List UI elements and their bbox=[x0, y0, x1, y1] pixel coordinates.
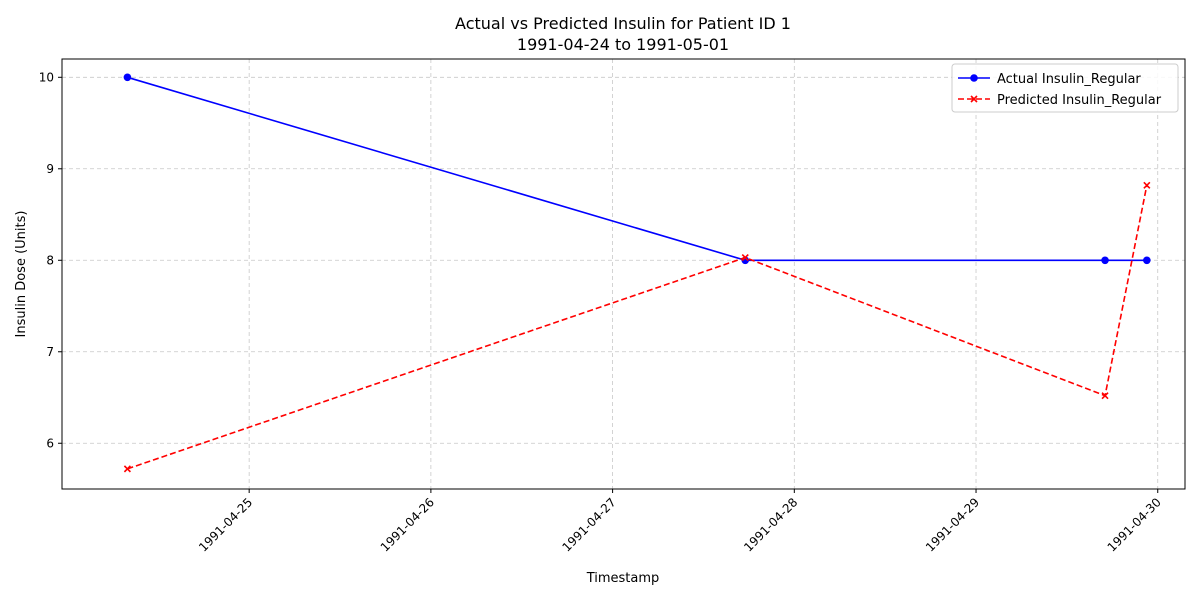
x-tick-label: 1991-04-29 bbox=[923, 495, 982, 554]
grid-layer bbox=[62, 59, 1185, 489]
legend-box bbox=[951, 63, 1179, 113]
x-tick-label: 1991-04-27 bbox=[559, 495, 618, 554]
x-tick-label: 1991-04-26 bbox=[378, 495, 437, 554]
actual-series-line bbox=[127, 76, 1147, 262]
chart-subtitle: 1991-04-24 to 1991-05-01 bbox=[517, 35, 729, 54]
legend-label-actual: Actual Insulin_Regular bbox=[997, 72, 1141, 87]
predicted-data-point bbox=[1101, 392, 1109, 400]
series-layer bbox=[123, 73, 1151, 473]
y-tick-label: 7 bbox=[46, 345, 54, 359]
y-axis-label: Insulin Dose (Units) bbox=[14, 211, 29, 338]
y-tick-label: 9 bbox=[46, 162, 54, 176]
legend-marker-actual bbox=[970, 74, 978, 82]
x-axis-label: Timestamp bbox=[586, 571, 660, 586]
x-tick-label: 1991-04-25 bbox=[196, 495, 255, 554]
actual-data-point bbox=[1143, 256, 1151, 265]
predicted-data-point bbox=[123, 465, 131, 473]
legend: Actual Insulin_Regular Predicted Insulin_… bbox=[951, 63, 1179, 113]
x-tick-label: 1991-04-30 bbox=[1105, 495, 1164, 554]
actual-data-point bbox=[1101, 256, 1109, 265]
legend-marker-predicted bbox=[970, 95, 978, 103]
plot-area-frame bbox=[61, 58, 1186, 490]
x-tick-label: 1991-04-28 bbox=[741, 495, 800, 554]
chart-title: Actual vs Predicted Insulin for Patient … bbox=[455, 14, 791, 33]
y-tick-label: 6 bbox=[46, 436, 54, 450]
predicted-series-line bbox=[127, 185, 1148, 470]
y-tick-label: 8 bbox=[46, 253, 54, 267]
legend-label-predicted: Predicted Insulin_Regular bbox=[997, 93, 1162, 108]
y-tick-label: 10 bbox=[39, 70, 54, 84]
predicted-data-point bbox=[741, 253, 749, 262]
predicted-data-point bbox=[1143, 181, 1151, 189]
axis-layer: 1991-04-25 1991-04-26 1991-04-27 1991-04-28… bbox=[39, 70, 1164, 554]
actual-data-point bbox=[123, 73, 132, 82]
